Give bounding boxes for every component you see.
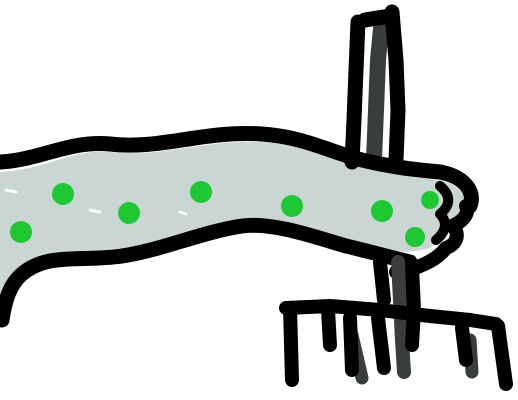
green-dot — [190, 181, 212, 203]
doodle-outline-top — [0, 125, 479, 214]
doodle-rake-bar — [279, 299, 503, 331]
green-dot — [421, 191, 439, 209]
doodle-highlight — [4, 188, 188, 216]
green-dot — [281, 195, 303, 217]
doodle-post-shadow — [366, 10, 390, 168]
green-dot — [371, 200, 393, 222]
doodle-outline-bottom — [0, 217, 418, 328]
doodle-dots — [10, 181, 439, 247]
doodle-post — [344, 4, 406, 170]
doodle-rake-tines — [283, 301, 513, 391]
green-dot — [118, 202, 140, 224]
green-dot — [52, 183, 74, 205]
doodle-tip-inner — [431, 181, 454, 245]
green-dot — [405, 227, 425, 247]
doodle-connector-shadow — [391, 255, 411, 379]
green-dot — [10, 221, 32, 243]
